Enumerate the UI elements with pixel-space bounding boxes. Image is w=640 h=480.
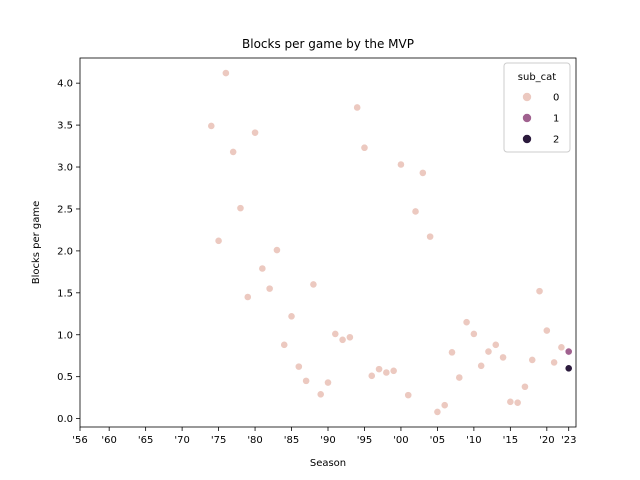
data-point bbox=[294, 362, 303, 371]
y-axis: 0.0 0.5 1.0 1.5 2.0 2.5 3.0 3.5 4.0 bbox=[57, 79, 80, 425]
data-point bbox=[360, 143, 369, 152]
x-tick-label: '00 bbox=[393, 435, 408, 446]
legend-label: 2 bbox=[553, 135, 559, 146]
x-tick-label: '60 bbox=[101, 435, 116, 446]
legend-marker bbox=[522, 113, 532, 123]
y-tick-label: 2.5 bbox=[57, 204, 73, 215]
data-point bbox=[448, 348, 456, 357]
data-point bbox=[280, 340, 289, 349]
data-points bbox=[207, 69, 573, 416]
data-point bbox=[309, 280, 318, 289]
x-tick-label: '90 bbox=[320, 435, 335, 446]
data-point bbox=[528, 356, 537, 364]
data-point bbox=[236, 204, 245, 213]
x-tick-label: '75 bbox=[211, 435, 226, 446]
data-point bbox=[367, 371, 376, 380]
legend-label: 0 bbox=[553, 93, 559, 104]
data-point bbox=[389, 366, 398, 375]
data-point bbox=[302, 376, 311, 385]
data-point bbox=[499, 353, 507, 362]
x-tick-label: '70 bbox=[174, 435, 189, 446]
x-tick-label: '85 bbox=[284, 435, 299, 446]
legend-entries: 0 1 2 bbox=[522, 92, 559, 146]
data-point bbox=[484, 347, 493, 356]
data-point bbox=[491, 340, 500, 349]
y-tick-label: 0.0 bbox=[57, 414, 73, 425]
y-tick-label: 0.5 bbox=[57, 372, 73, 383]
legend-label: 1 bbox=[553, 114, 559, 125]
data-point bbox=[418, 168, 427, 177]
data-point bbox=[557, 343, 566, 352]
data-point bbox=[542, 326, 551, 335]
data-point bbox=[382, 368, 391, 377]
data-point bbox=[258, 264, 267, 273]
y-tick-label: 1.5 bbox=[57, 288, 73, 299]
data-point bbox=[564, 347, 573, 356]
data-point bbox=[331, 330, 340, 338]
x-tick-label: '15 bbox=[503, 435, 518, 446]
x-tick-label: '80 bbox=[247, 435, 262, 446]
data-point bbox=[375, 365, 383, 374]
data-point bbox=[207, 122, 216, 130]
legend-title: sub_cat bbox=[518, 72, 557, 83]
legend-marker bbox=[522, 134, 532, 144]
y-tick-label: 2.0 bbox=[57, 246, 73, 257]
data-point bbox=[287, 312, 296, 321]
data-point bbox=[440, 401, 449, 410]
chart-title: Blocks per game by the MVP bbox=[242, 37, 414, 51]
y-tick-label: 3.5 bbox=[57, 121, 73, 132]
data-point bbox=[251, 128, 259, 137]
y-tick-label: 3.0 bbox=[57, 163, 73, 174]
legend-marker bbox=[522, 92, 532, 102]
data-point bbox=[426, 232, 435, 241]
data-point bbox=[324, 378, 332, 387]
x-tick-label: '23 bbox=[561, 435, 576, 446]
x-tick-label: '56 bbox=[72, 435, 87, 446]
data-point bbox=[214, 236, 223, 245]
data-point bbox=[353, 103, 362, 112]
data-point bbox=[397, 160, 405, 169]
data-point bbox=[316, 390, 325, 399]
data-point bbox=[411, 207, 420, 216]
data-point bbox=[550, 358, 559, 367]
x-tick-label: '10 bbox=[466, 435, 481, 446]
data-point bbox=[345, 333, 354, 342]
x-tick-label: '65 bbox=[138, 435, 153, 446]
x-axis: '56 '60 '65 '70 '75 '80 '85 '90 '95 '00 '05 '10 '15 '… bbox=[72, 427, 576, 446]
data-point bbox=[338, 335, 347, 344]
x-tick-label: '20 bbox=[539, 435, 554, 446]
legend: sub_cat 0 1 2 bbox=[503, 62, 571, 153]
data-point bbox=[265, 284, 274, 293]
y-axis-label: Blocks per game bbox=[31, 201, 42, 285]
data-point bbox=[243, 293, 252, 301]
data-point bbox=[462, 318, 471, 327]
data-point bbox=[506, 397, 515, 406]
y-tick-label: 4.0 bbox=[57, 79, 73, 90]
data-point bbox=[229, 148, 238, 156]
data-point bbox=[564, 364, 573, 373]
y-tick-label: 1.0 bbox=[57, 330, 73, 341]
data-point bbox=[433, 408, 442, 416]
data-point bbox=[404, 391, 413, 400]
x-tick-label: '95 bbox=[357, 435, 372, 446]
data-point bbox=[273, 246, 281, 254]
x-tick-label: '05 bbox=[430, 435, 445, 446]
data-point bbox=[477, 361, 486, 370]
x-axis-label: Season bbox=[310, 458, 346, 469]
data-point bbox=[469, 330, 478, 338]
data-point bbox=[221, 69, 230, 77]
data-point bbox=[521, 382, 529, 391]
data-point bbox=[455, 373, 464, 382]
legend-box bbox=[503, 62, 571, 153]
data-point bbox=[535, 287, 544, 296]
data-point bbox=[513, 398, 522, 407]
